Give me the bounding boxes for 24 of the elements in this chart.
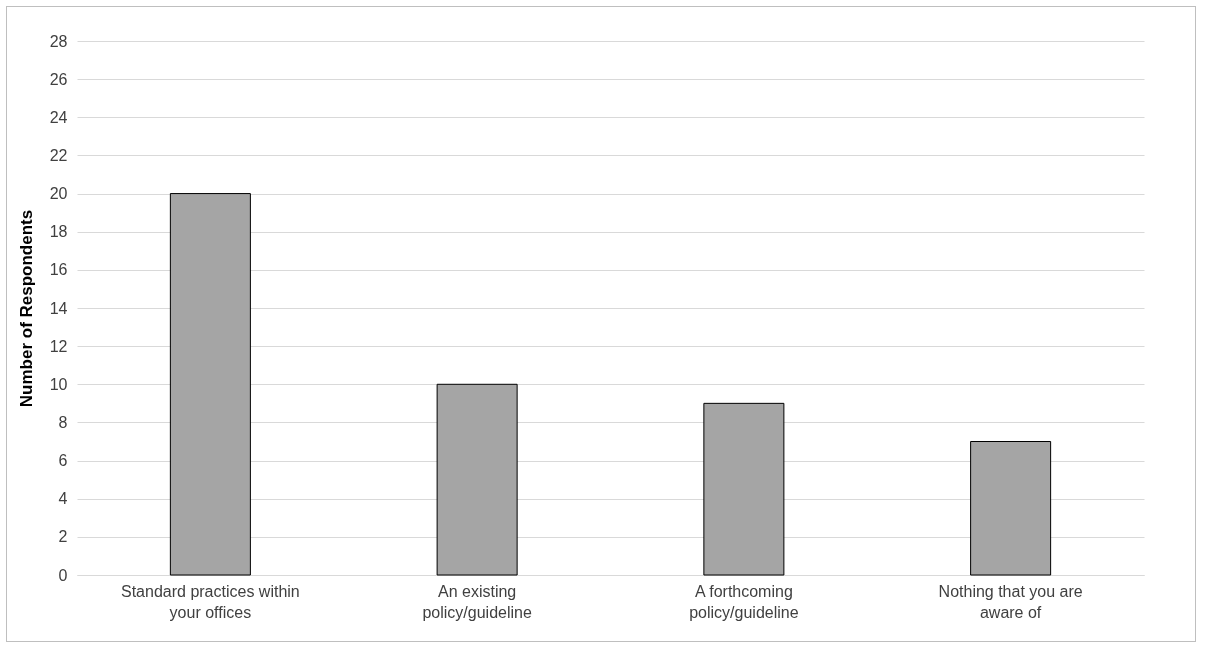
y-tick-label: 16 xyxy=(49,261,68,279)
y-tick-label: 28 xyxy=(49,32,68,50)
x-tick-label: Nothing that you are aware of xyxy=(938,582,1083,621)
y-tick-label: 0 xyxy=(58,566,68,584)
x-tick-label: An existing policy/guideline xyxy=(422,582,532,621)
x-tick-label: A forthcoming policy/guideline xyxy=(689,582,799,621)
bar xyxy=(436,383,518,576)
x-tick-label: Standard practices within your offices xyxy=(120,582,300,621)
y-tick-label: 2 xyxy=(58,528,68,546)
y-tick-label: 4 xyxy=(58,490,68,508)
y-tick-label: 20 xyxy=(49,185,68,203)
y-tick-label: 24 xyxy=(49,108,68,126)
y-tick-label: 8 xyxy=(58,413,68,431)
bar xyxy=(703,402,785,576)
bar xyxy=(169,193,251,576)
y-axis-title: Number of Respondents xyxy=(16,209,36,408)
y-tick-label: 6 xyxy=(58,452,68,470)
y-tick-label: 14 xyxy=(49,299,68,317)
bar xyxy=(970,441,1052,576)
y-tick-label: 12 xyxy=(49,337,68,355)
y-tick-label: 26 xyxy=(49,70,68,88)
y-tick-label: 18 xyxy=(49,223,68,241)
y-tick-label: 22 xyxy=(49,146,68,164)
y-tick-label: 10 xyxy=(49,375,68,393)
